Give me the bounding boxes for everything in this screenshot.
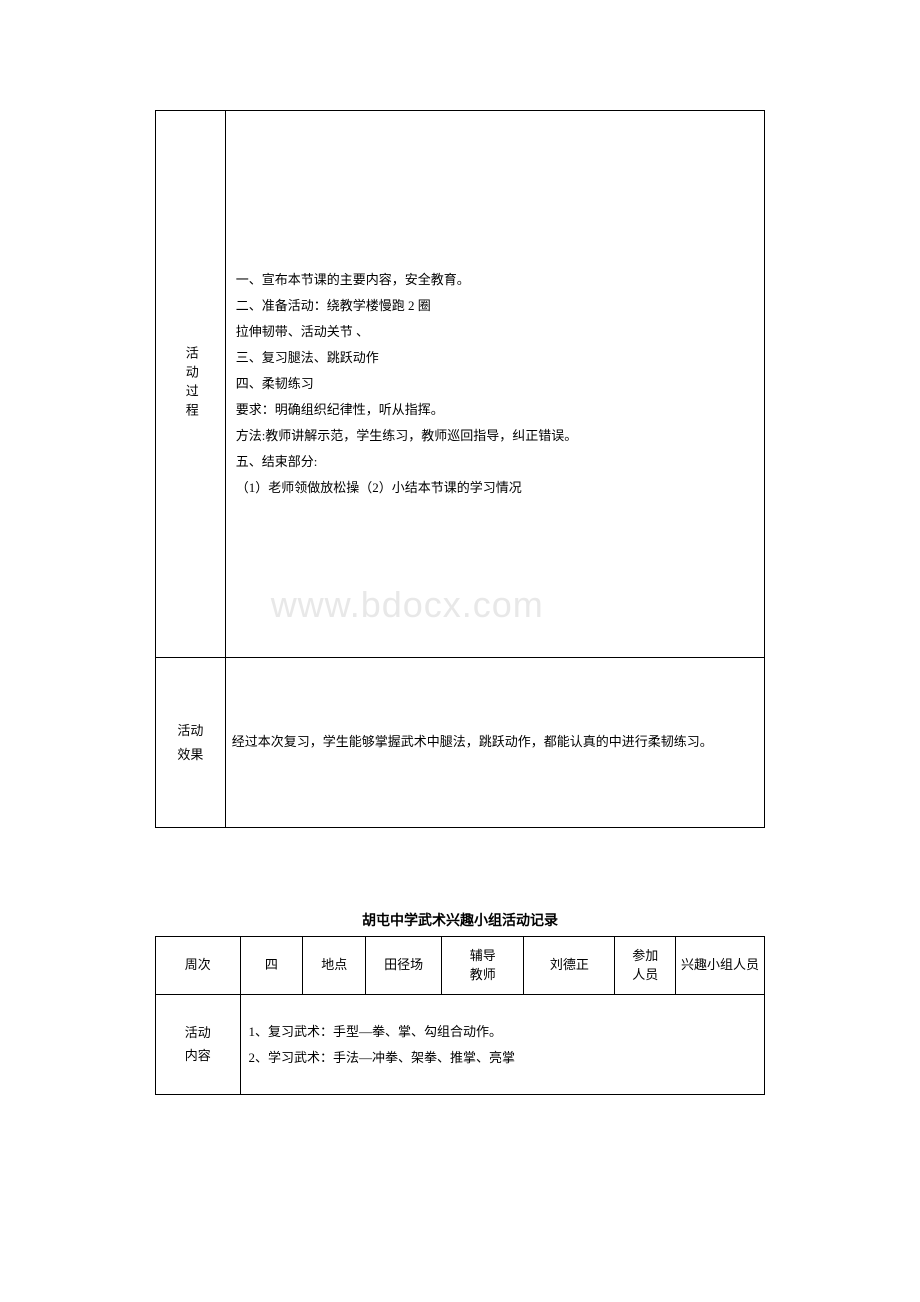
table2-title: 胡屯中学武术兴趣小组活动记录 xyxy=(155,910,765,930)
header-location-label: 地点 xyxy=(303,937,366,995)
process-content-cell: 一、宣布本节课的主要内容，安全教育。 二、准备活动：绕教学楼慢跑 2 圈 拉伸韧… xyxy=(225,111,764,658)
process-line: 五、结束部分: xyxy=(236,449,754,475)
effect-content: 经过本次复习，学生能够掌握武术中腿法，跳跃动作，都能认真的中进行柔韧练习。 xyxy=(232,734,713,749)
process-line: 四、柔韧练习 xyxy=(236,371,754,397)
effect-label-line2: 效果 xyxy=(177,747,203,762)
header-participants-value: 兴趣小组人员 xyxy=(676,937,765,995)
process-line: 二、准备活动：绕教学楼慢跑 2 圈 xyxy=(236,293,754,319)
content-line: 1、复习武术：手型—拳、掌、勾组合动作。 xyxy=(249,1019,756,1045)
process-line: 拉伸韧带、活动关节 、 xyxy=(236,319,754,345)
watermark-text: www.bdocx.com xyxy=(271,571,544,639)
process-line: （1）老师领做放松操（2）小结本节课的学习情况 xyxy=(236,475,754,501)
header-week-label: 周次 xyxy=(156,937,241,995)
header-teacher-label-l2: 教师 xyxy=(470,967,496,982)
process-line: 要求：明确组织纪律性，听从指挥。 xyxy=(236,397,754,423)
process-line: 方法:教师讲解示范，学生练习，教师巡回指导，纠正错误。 xyxy=(236,423,754,449)
header-teacher-label: 辅导 教师 xyxy=(442,937,524,995)
effect-content-cell: 经过本次复习，学生能够掌握武术中腿法，跳跃动作，都能认真的中进行柔韧练习。 xyxy=(225,658,764,828)
effect-label-line1: 活动 xyxy=(177,723,203,738)
table2-content-row: 活动 内容 1、复习武术：手型—拳、掌、勾组合动作。 2、学习武术：手法—冲拳、… xyxy=(156,995,765,1095)
header-location-value: 田径场 xyxy=(366,937,442,995)
process-content: 一、宣布本节课的主要内容，安全教育。 二、准备活动：绕教学楼慢跑 2 圈 拉伸韧… xyxy=(236,267,754,501)
header-participants-label-l1: 参加 xyxy=(632,948,658,963)
activity-table-2: 周次 四 地点 田径场 辅导 教师 刘德正 参加 人员 兴趣小组人员 活动 内容… xyxy=(155,936,765,1095)
header-week-value: 四 xyxy=(240,937,303,995)
table2-header-row: 周次 四 地点 田径场 辅导 教师 刘德正 参加 人员 兴趣小组人员 xyxy=(156,937,765,995)
activity-table-1: 活动过程 一、宣布本节课的主要内容，安全教育。 二、准备活动：绕教学楼慢跑 2 … xyxy=(155,110,765,828)
header-teacher-label-l1: 辅导 xyxy=(470,948,496,963)
header-participants-label: 参加 人员 xyxy=(615,937,676,995)
content-line: 2、学习武术：手法—冲拳、架拳、推掌、亮掌 xyxy=(249,1045,756,1071)
process-line: 一、宣布本节课的主要内容，安全教育。 xyxy=(236,267,754,293)
process-label: 活动过程 xyxy=(178,346,203,422)
content-label-l2: 内容 xyxy=(185,1048,211,1063)
header-teacher-value: 刘德正 xyxy=(524,937,615,995)
process-line: 三、复习腿法、跳跃动作 xyxy=(236,345,754,371)
content-label-cell: 活动 内容 xyxy=(156,995,241,1095)
header-participants-label-l2: 人员 xyxy=(632,967,658,982)
content-value-cell: 1、复习武术：手型—拳、掌、勾组合动作。 2、学习武术：手法—冲拳、架拳、推掌、… xyxy=(240,995,764,1095)
content-label-l1: 活动 xyxy=(185,1025,211,1040)
process-label-cell: 活动过程 xyxy=(156,111,226,658)
effect-label-cell: 活动 效果 xyxy=(156,658,226,828)
